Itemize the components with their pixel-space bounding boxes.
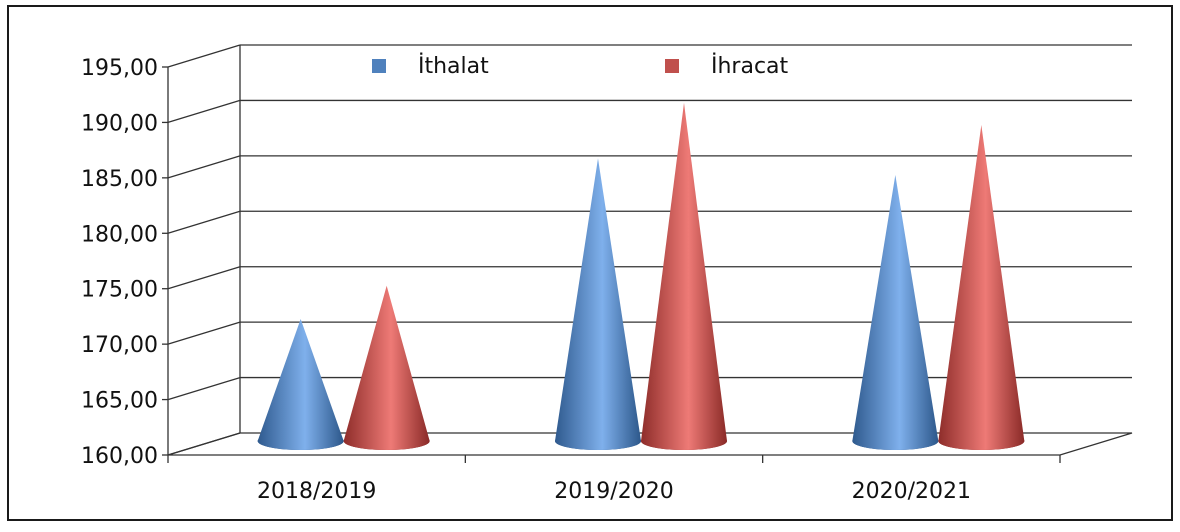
cone-0-0 <box>257 319 344 450</box>
gridline-diagonal <box>167 321 241 345</box>
y-tick-label: 180,00 <box>81 222 158 247</box>
y-tick-label: 165,00 <box>81 389 158 414</box>
gridline-diagonal <box>167 376 241 401</box>
y-tick-label: 190,00 <box>81 111 158 136</box>
y-tick-label: 170,00 <box>81 333 158 358</box>
y-tick-label: 160,00 <box>81 444 158 469</box>
gridline-diagonal <box>167 210 241 234</box>
y-tick-label: 195,00 <box>81 56 158 81</box>
gridline-diagonal <box>167 44 241 68</box>
y-tick-label: 185,00 <box>81 167 158 192</box>
x-tick-label: 2020/2021 <box>852 479 971 504</box>
cone-body <box>938 125 1025 451</box>
x-tick-label: 2018/2019 <box>257 479 376 504</box>
legend-label: İthalat <box>418 53 489 79</box>
cone-0-2 <box>852 174 939 450</box>
legend-label: İhracat <box>711 53 789 79</box>
y-tick-label: 175,00 <box>81 278 158 303</box>
cone-1-2 <box>938 125 1025 451</box>
gridline-diagonal <box>167 266 241 290</box>
legend-swatch <box>372 59 386 73</box>
cone-body <box>343 285 430 450</box>
cone-1-1 <box>641 102 727 450</box>
cone-body <box>641 102 727 450</box>
gridline-diagonal <box>167 99 241 124</box>
cone-0-1 <box>555 158 641 451</box>
gridline-diagonal <box>167 155 241 179</box>
legend-swatch <box>665 59 679 73</box>
cone-1-0 <box>343 285 430 450</box>
cone-body <box>555 158 641 451</box>
x-tick-label: 2019/2020 <box>554 479 673 504</box>
cone-body <box>852 174 939 450</box>
cone-body <box>257 319 344 450</box>
